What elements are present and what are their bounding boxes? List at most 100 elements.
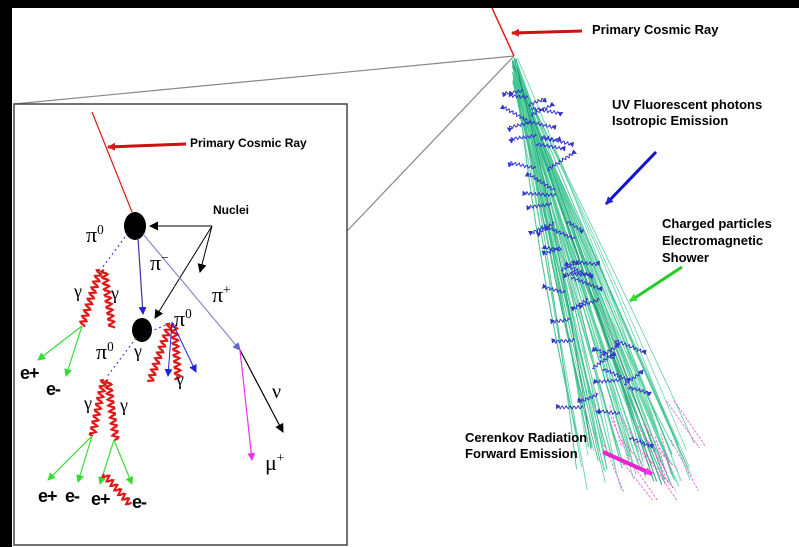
gamma-track: [169, 323, 183, 381]
shower-particle-track: [516, 70, 582, 468]
nucleus-2: [132, 318, 152, 342]
uv-photon-icon: [541, 283, 566, 294]
pi-zero-symbol-2: π0: [96, 339, 114, 364]
cerenkov-arrow: [602, 450, 653, 476]
cerenkov-track: [666, 400, 700, 449]
uv-photon-icon: [507, 160, 537, 170]
e-minus-track: [64, 325, 83, 377]
uv-photon-emissions: [499, 88, 655, 449]
gamma-track: [100, 473, 132, 506]
nu-track: [239, 349, 284, 433]
primary-label-arrow-inset: [107, 142, 187, 151]
uv-photon-icon: [530, 101, 556, 117]
uv-photon-icon: [562, 271, 592, 279]
shower-particle-track: [516, 72, 623, 468]
shower-particle-track: [512, 80, 609, 455]
uv-photon-icon: [526, 202, 552, 211]
uv-photon-icon: [577, 392, 599, 404]
cerenkov-track: [609, 412, 629, 459]
uv-photon-icon: [570, 270, 594, 280]
zoom-inset-box: [13, 103, 348, 546]
gamma-symbol: γ: [111, 283, 119, 303]
gamma-symbol: γ: [120, 395, 128, 415]
uv-arrow: [604, 150, 658, 206]
uv-photon-icon: [570, 297, 589, 312]
cerenkov-track: [660, 433, 672, 476]
primary-track-main: [491, 7, 515, 57]
uv-photon-icon: [570, 259, 600, 267]
cerenkov-track: [619, 414, 648, 463]
charged-arrow: [629, 265, 683, 303]
isotropic-emission-label: Isotropic Emission: [612, 113, 729, 128]
uv-photon-icon: [541, 244, 563, 252]
e-plus-label: e+: [20, 363, 40, 383]
uv-photon-icon: [522, 190, 557, 198]
uv-photon-icon: [595, 408, 621, 416]
gamma-symbol: γ: [74, 281, 82, 301]
shower-label: Shower: [662, 250, 709, 265]
uv-photon-icon: [544, 225, 576, 240]
pi-minus-track: [137, 237, 147, 315]
uv-photons-label: UV Fluorescent photons: [612, 97, 763, 112]
cerenkov-track: [643, 451, 678, 501]
uv-photon-icon: [499, 104, 528, 121]
e-plus-label: e+: [38, 486, 58, 506]
uv-photon-icon: [591, 346, 615, 359]
uv-photon-icon: [556, 403, 584, 410]
cerenkov-track: [670, 439, 699, 491]
pi0-track-1: [101, 232, 129, 269]
uv-photon-icon: [535, 142, 566, 152]
uv-photon-icon: [560, 259, 580, 272]
gamma-track: [103, 379, 120, 442]
e-minus-label: e-: [46, 379, 61, 399]
shower-particle-track: [516, 67, 592, 450]
cerenkov-track: [643, 452, 676, 491]
pi-zero-symbol-3: π0: [174, 306, 192, 331]
uv-photon-icon: [508, 91, 529, 100]
nu-symbol: ν: [272, 381, 282, 403]
e-minus-label: e-: [65, 486, 80, 506]
charged-particles-label: Charged particles: [662, 216, 772, 231]
gamma-symbol: γ: [134, 341, 142, 361]
cerenkov-track: [673, 400, 706, 447]
uv-photon-icon: [566, 221, 585, 235]
uv-photon-icon: [508, 133, 537, 144]
pi-plus-symbol: π+: [212, 282, 231, 307]
cerenkov-radiation-label: Cerenkov Radiation: [465, 430, 588, 445]
uv-photon-icon: [570, 276, 603, 292]
cerenkov-track: [654, 451, 670, 486]
uv-photon-icon: [506, 120, 532, 133]
uv-photon-icon: [550, 317, 570, 325]
cerenkov-track: [609, 404, 622, 447]
gamma-track: [88, 378, 108, 438]
uv-photon-icon: [528, 97, 547, 107]
primary-track-inset: [91, 111, 133, 213]
primary-cosmic-ray-label: Primary Cosmic Ray: [592, 22, 719, 37]
nuclei-label: Nuclei: [213, 203, 250, 217]
cerenkov-track: [638, 426, 669, 475]
gamma-symbol: γ: [176, 369, 184, 389]
uv-photon-icon: [628, 386, 653, 397]
uv-photon-icon: [527, 223, 547, 236]
e-plus-label: e+: [91, 489, 111, 509]
pi-plus-track: [142, 233, 241, 351]
shower-particle-track: [512, 65, 695, 444]
uv-photon-icon: [524, 171, 555, 191]
gamma-track: [99, 269, 117, 329]
nucleus-1: [124, 212, 146, 240]
uv-photon-icon: [551, 337, 575, 345]
cerenkov-track: [618, 457, 653, 501]
inset-primary-cosmic-ray-label: Primary Cosmic Ray: [190, 136, 307, 150]
shower-particle-track: [515, 70, 606, 458]
mu-plus-symbol: μ+: [265, 450, 285, 475]
mu-track: [239, 349, 256, 461]
gamma-symbol: γ: [84, 393, 92, 413]
e-minus-label: e-: [132, 492, 147, 512]
electromagnetic-label: Electromagnetic: [662, 233, 764, 248]
uv-photon-icon: [540, 136, 562, 143]
uv-photon-icon: [602, 368, 632, 383]
forward-emission-label: Forward Emission: [465, 446, 578, 461]
e-plus-track: [37, 325, 83, 361]
zoom-line-top: [13, 55, 515, 105]
